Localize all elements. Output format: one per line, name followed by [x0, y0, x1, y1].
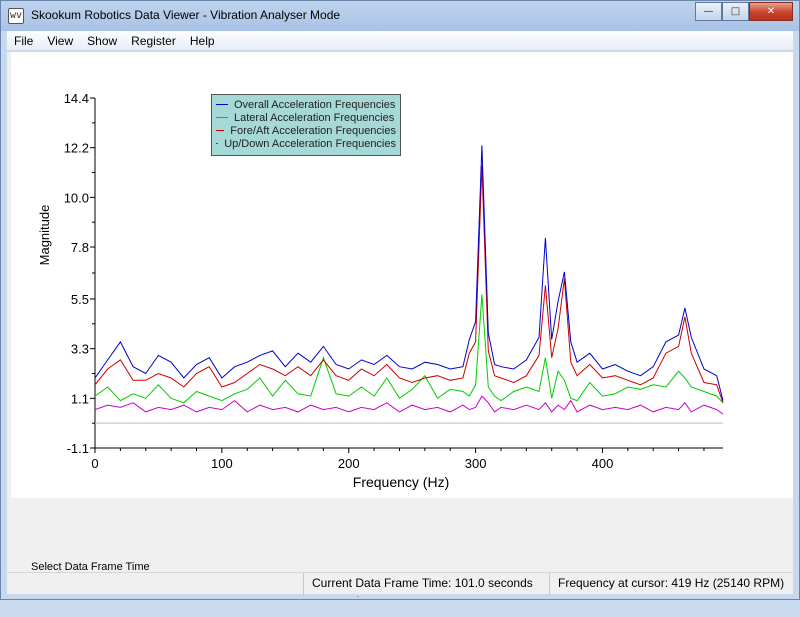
- legend-entry: Up/Down Acceleration Frequencies: [216, 137, 396, 150]
- frequency-chart[interactable]: -1.1 1.1 3.3 5.5 7.8 10.0 12.2 14.4 0 100 200 300 40…: [11, 52, 793, 498]
- y-tick-label: 3.3: [71, 342, 89, 357]
- title-bar[interactable]: wv Skookum Robotics Data Viewer - Vibrat…: [1, 1, 799, 31]
- y-tick-label: -1.1: [67, 441, 89, 456]
- y-tick-label: 1.1: [71, 391, 89, 406]
- x-axis-label: Frequency (Hz): [353, 474, 449, 490]
- cursor-frequency-status: Frequency at cursor: 419 Hz (25140 RPM): [549, 573, 793, 595]
- series-line-2: [94, 165, 724, 403]
- plot-area[interactable]: -1.1 1.1 3.3 5.5 7.8 10.0 12.2 14.4 0 100 200 300 40…: [11, 52, 793, 498]
- frame-time-label: Select Data Frame Time: [31, 561, 150, 573]
- x-tick-label: 400: [592, 456, 614, 471]
- legend-label: Lateral Acceleration Frequencies: [234, 111, 395, 124]
- x-tick-label: 100: [211, 456, 233, 471]
- window-controls: — □ ✕: [695, 2, 793, 21]
- menu-file[interactable]: File: [14, 33, 34, 48]
- x-tick-label: 0: [91, 456, 98, 471]
- menu-register[interactable]: Register: [131, 33, 176, 48]
- window-title: Skookum Robotics Data Viewer - Vibration…: [31, 8, 341, 22]
- y-tick-label: 10.0: [64, 190, 89, 205]
- menu-help[interactable]: Help: [189, 33, 215, 48]
- legend-swatch: [216, 104, 228, 105]
- app-window: wv Skookum Robotics Data Viewer - Vibrat…: [0, 0, 800, 600]
- legend-entry: Overall Acceleration Frequencies: [216, 98, 396, 111]
- close-button[interactable]: ✕: [749, 2, 793, 21]
- maximize-button[interactable]: □: [722, 2, 749, 21]
- legend-swatch: [216, 130, 225, 131]
- legend-label: Up/Down Acceleration Frequencies: [224, 137, 396, 150]
- chart-series: [94, 145, 724, 415]
- y-tick-label: 5.5: [71, 292, 89, 307]
- x-tick-label: 300: [465, 456, 487, 471]
- series-line-1: [94, 294, 724, 404]
- series-line-0: [94, 145, 724, 401]
- frame-time-status: Current Data Frame Time: 101.0 seconds: [303, 573, 549, 595]
- x-tick-label: 200: [338, 456, 360, 471]
- menu-view[interactable]: View: [47, 33, 74, 48]
- y-tick-label: 12.2: [64, 141, 89, 156]
- minimize-button[interactable]: —: [695, 2, 722, 21]
- legend-entry: Lateral Acceleration Frequencies: [216, 111, 396, 124]
- y-axis-label: Magnitude: [37, 205, 52, 266]
- legend-label: Overall Acceleration Frequencies: [234, 98, 396, 111]
- legend-swatch: [216, 143, 219, 144]
- menu-bar: File View Show Register Help: [7, 31, 793, 51]
- chart-axes: -1.1 1.1 3.3 5.5 7.8 10.0 12.2 14.4 0 100 200 300 40…: [64, 91, 723, 471]
- menu-show[interactable]: Show: [87, 33, 118, 48]
- y-tick-label: 14.4: [64, 91, 89, 106]
- legend-entry: Fore/Aft Acceleration Frequencies: [216, 124, 396, 137]
- app-icon: wv: [8, 8, 24, 24]
- series-line-3: [94, 395, 724, 415]
- y-tick-label: 7.8: [71, 240, 89, 255]
- chart-legend: Overall Acceleration Frequencies Lateral …: [211, 94, 401, 156]
- legend-swatch: [216, 117, 228, 118]
- legend-label: Fore/Aft Acceleration Frequencies: [230, 124, 396, 137]
- status-bar: Current Data Frame Time: 101.0 seconds F…: [7, 572, 793, 595]
